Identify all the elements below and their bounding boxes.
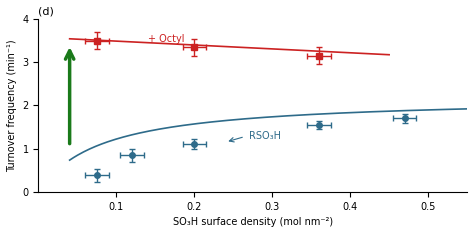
Text: (d): (d) <box>38 7 55 17</box>
Text: RSO₃H: RSO₃H <box>249 131 281 141</box>
X-axis label: SO₃H surface density (mol nm⁻²): SO₃H surface density (mol nm⁻²) <box>173 217 333 227</box>
Text: + Octyl: + Octyl <box>147 33 184 44</box>
Y-axis label: Turnover frequency (min⁻¹): Turnover frequency (min⁻¹) <box>7 39 17 172</box>
